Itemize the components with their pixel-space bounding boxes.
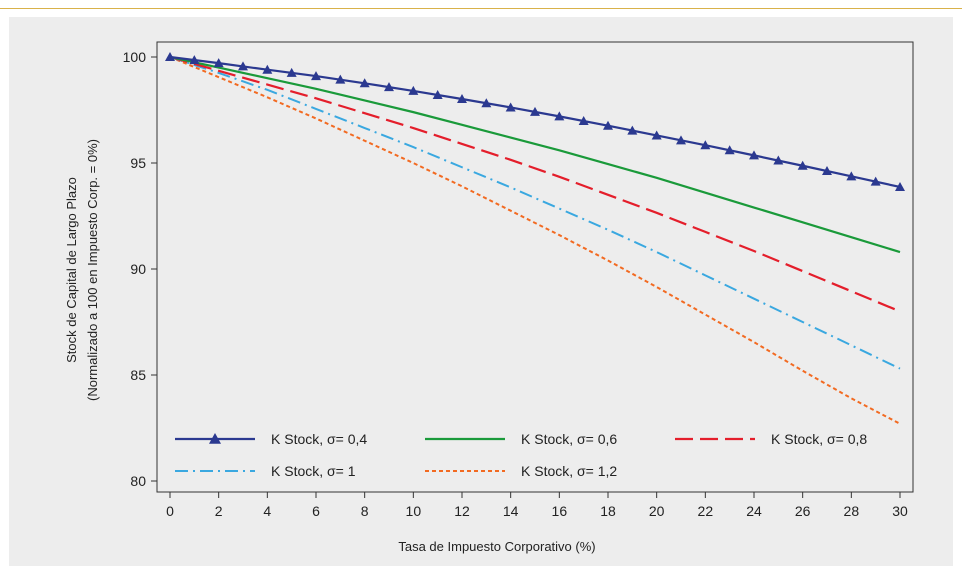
series-marker-1 (554, 111, 565, 121)
series-marker-1 (578, 116, 589, 126)
y-tick-label: 95 (130, 155, 146, 171)
series-layer (165, 52, 905, 425)
series-marker-1 (822, 166, 832, 176)
series-marker-1 (335, 74, 346, 84)
x-tick-label: 16 (552, 503, 568, 519)
y-tick-label: 100 (123, 49, 147, 65)
x-tick-label: 18 (600, 503, 616, 519)
series-marker-1 (530, 106, 540, 116)
series-marker-1 (213, 58, 224, 68)
series-marker-1 (870, 176, 881, 186)
series-marker-1 (384, 82, 394, 92)
x-tick-label: 24 (746, 503, 762, 519)
series-marker-1 (165, 52, 175, 61)
series-marker-1 (700, 140, 711, 150)
x-tick-label: 8 (361, 503, 369, 519)
legend-item-5: K Stock, σ= 1,2 (425, 463, 617, 479)
series-marker-1 (773, 155, 784, 165)
x-tick-label: 30 (892, 503, 908, 519)
series-marker-1 (846, 171, 857, 181)
series-marker-1 (724, 145, 735, 155)
series-1 (165, 52, 905, 191)
y-axis-label-line1: Stock de Capital de Largo Plazo (64, 177, 79, 363)
series-marker-1 (432, 89, 443, 99)
series-line-2 (169, 55, 901, 254)
legend-marker (209, 433, 221, 444)
series-line-4 (169, 56, 901, 370)
series-marker-1 (749, 150, 759, 160)
series-marker-1 (895, 181, 905, 191)
series-marker-1 (457, 93, 467, 103)
y-tick-label: 80 (130, 473, 146, 489)
x-tick-label: 28 (844, 503, 860, 519)
series-marker-1 (311, 71, 321, 81)
x-axis-label: Tasa de Impuesto Corporativo (%) (398, 539, 595, 554)
series-marker-1 (797, 160, 808, 170)
x-tick-label: 10 (406, 503, 422, 519)
series-marker-1 (603, 120, 613, 130)
series-marker-1 (408, 85, 419, 95)
legend-label-2: K Stock, σ= 0,6 (521, 431, 617, 447)
series-marker-1 (238, 61, 248, 71)
series-3 (169, 55, 901, 313)
legend-label-5: K Stock, σ= 1,2 (521, 463, 617, 479)
series-marker-1 (262, 64, 273, 74)
legend-item-4: K Stock, σ= 1 (175, 463, 356, 479)
series-line-3 (169, 55, 901, 313)
series-line-5 (169, 56, 901, 425)
series-marker-1 (481, 98, 492, 108)
series-marker-1 (505, 102, 516, 112)
series-5 (169, 56, 901, 425)
legend-item-1: K Stock, σ= 0,4 (175, 431, 367, 447)
top-rule (0, 8, 962, 9)
x-tick-label: 22 (698, 503, 714, 519)
y-tick-label: 85 (130, 367, 146, 383)
series-marker-1 (189, 55, 200, 65)
series-4 (169, 56, 901, 370)
x-tick-label: 12 (454, 503, 470, 519)
y-axis-label-line2: (Normalizado a 100 en Impuesto Corp. = 0… (85, 139, 100, 401)
x-tick-label: 0 (166, 503, 174, 519)
y-tick-label: 90 (130, 261, 146, 277)
x-tick-label: 26 (795, 503, 811, 519)
legend-layer: K Stock, σ= 0,4 K Stock, σ= 0,6 K Stock, σ… (175, 431, 867, 479)
plot-border (156, 41, 914, 493)
legend-label-4: K Stock, σ= 1 (271, 463, 356, 479)
x-tick-label: 6 (312, 503, 320, 519)
x-tick-label: 20 (649, 503, 665, 519)
x-tick-label: 2 (215, 503, 223, 519)
legend-item-3: K Stock, σ= 0,8 (675, 431, 867, 447)
x-tick-label: 14 (503, 503, 519, 519)
series-marker-1 (651, 130, 662, 140)
chart-panel (9, 17, 953, 566)
series-2 (169, 55, 901, 254)
series-marker-1 (676, 135, 686, 145)
legend-item-2: K Stock, σ= 0,6 (425, 431, 617, 447)
x-tick-label: 4 (263, 503, 271, 519)
legend-label-1: K Stock, σ= 0,4 (271, 431, 367, 447)
series-marker-1 (286, 67, 297, 77)
series-marker-1 (627, 125, 638, 135)
legend-label-3: K Stock, σ= 0,8 (771, 431, 867, 447)
series-marker-1 (359, 78, 370, 88)
